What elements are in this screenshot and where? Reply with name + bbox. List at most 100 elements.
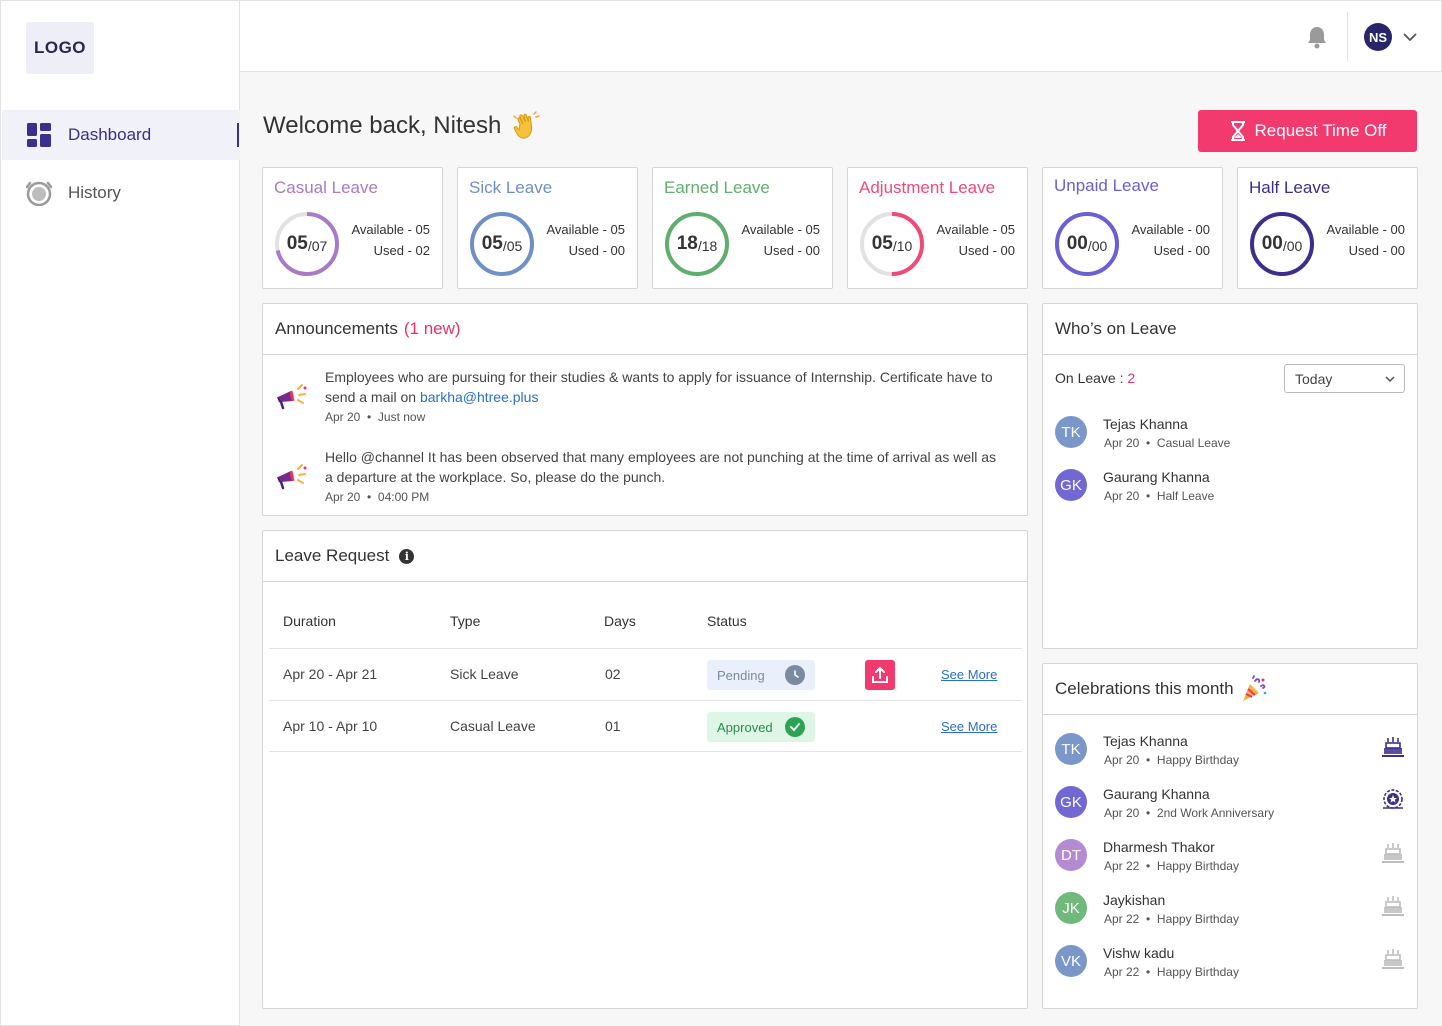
check-circle-icon	[785, 717, 805, 737]
person-meta: Apr 20 • Casual Leave	[1104, 436, 1231, 450]
duration-cell: Apr 10 - Apr 10	[283, 718, 378, 734]
cake-icon	[1381, 735, 1405, 759]
status-badge: Pending	[707, 660, 815, 690]
leave-card-title: Adjustment Leave	[859, 178, 996, 197]
column-header-duration: Duration	[283, 613, 336, 629]
leave-card-unpaid-leave[interactable]: Unpaid Leave 00/00 Available - 00 Used - 00	[1042, 167, 1223, 289]
on-leave-person: TK Tejas Khanna Apr 20 • Casual Leave	[1055, 416, 1405, 456]
email-link[interactable]: barkha@htree.plus	[419, 389, 539, 405]
welcome-heading: Welcome back, Nitesh	[263, 110, 543, 142]
dashboard-icon	[26, 122, 52, 148]
sidebar-item-history[interactable]: History	[2, 168, 240, 218]
request-time-off-button[interactable]: Request Time Off	[1198, 110, 1417, 152]
leave-card-earned-leave[interactable]: Earned Leave 18/18 Available - 05 Used - 00	[652, 167, 833, 289]
avatar: TK	[1055, 733, 1087, 765]
leave-card-title: Sick Leave	[469, 178, 553, 197]
announcements-header: Announcements (1 new)	[263, 304, 1027, 355]
leave-card-half-leave[interactable]: Half Leave 00/00 Available - 00 Used - 00	[1237, 167, 1418, 289]
available-count: Available - 00	[1131, 222, 1210, 237]
celebrations-title: Celebrations this month	[1055, 679, 1234, 698]
available-count: Available - 05	[936, 222, 1015, 237]
announcement-text: Employees who are pursuing for their stu…	[325, 369, 993, 405]
table-row: Apr 10 - Apr 10 Casual Leave 01 Approved…	[269, 700, 1022, 752]
cake-icon	[1381, 894, 1405, 918]
avatar: VK	[1055, 945, 1087, 977]
upload-button[interactable]	[865, 660, 895, 690]
announcements-title: Announcements	[275, 319, 398, 338]
see-more-link[interactable]: See More	[941, 719, 998, 734]
leave-ring-value: 05/05	[481, 233, 523, 254]
leave-ring-value: 00/00	[1066, 233, 1108, 254]
table-row: Apr 20 - Apr 21 Sick Leave 02 Pending Se…	[269, 648, 1022, 700]
on-leave-person: GK Gaurang Khanna Apr 20 • Half Leave	[1055, 469, 1405, 509]
leave-card-sick-leave[interactable]: Sick Leave 05/05 Available - 05 Used - 00	[457, 167, 638, 289]
cake-icon	[1381, 841, 1405, 865]
waving-hand-icon	[513, 111, 541, 139]
clock-icon	[785, 665, 805, 685]
leave-ring-value: 18/18	[676, 233, 718, 254]
info-icon[interactable]: i	[399, 548, 415, 564]
request-time-off-label: Request Time Off	[1254, 121, 1387, 140]
leave-progress-ring	[470, 212, 534, 276]
chevron-down-icon[interactable]	[1402, 29, 1418, 45]
type-cell: Casual Leave	[450, 718, 536, 734]
leave-progress-ring	[275, 212, 339, 276]
available-count: Available - 05	[741, 222, 820, 237]
leave-request-title: Leave Request	[275, 546, 390, 565]
header-divider	[1347, 12, 1348, 62]
announcement-item: Hello @channel It has been observed that…	[275, 447, 996, 507]
chevron-down-icon	[1385, 376, 1395, 383]
see-more-link[interactable]: See More	[941, 667, 998, 682]
leave-card-title: Unpaid Leave	[1054, 176, 1159, 195]
celebration-item: JK Jaykishan Apr 22 • Happy Birthday	[1055, 892, 1405, 932]
person-meta: Apr 22 • Happy Birthday	[1104, 912, 1239, 926]
hourglass-icon	[1230, 121, 1245, 141]
bell-icon[interactable]	[1306, 25, 1328, 49]
person-meta: Apr 22 • Happy Birthday	[1104, 859, 1239, 873]
person-name: Tejas Khanna	[1103, 733, 1188, 749]
leave-card-adjustment-leave[interactable]: Adjustment Leave 05/10 Available - 05 Used …	[847, 167, 1028, 289]
leave-card-title: Casual Leave	[274, 178, 378, 197]
whos-on-leave-panel: Who’s on Leave On Leave : 2 Today TK Teja…	[1042, 303, 1418, 649]
used-count: Used - 00	[763, 243, 820, 258]
new-count-badge: (1 new)	[403, 319, 461, 338]
used-count: Used - 02	[373, 243, 430, 258]
leave-progress-ring	[1250, 212, 1314, 276]
avatar: DT	[1055, 839, 1087, 871]
avatar: GK	[1055, 786, 1087, 818]
person-meta: Apr 22 • Happy Birthday	[1104, 965, 1239, 979]
leave-ring-value: 00/00	[1261, 233, 1303, 254]
avatar: TK	[1055, 416, 1087, 448]
days-cell: 01	[605, 718, 621, 734]
used-count: Used - 00	[568, 243, 625, 258]
leave-progress-ring	[1055, 212, 1119, 276]
sidebar: LOGO Dashboard History	[0, 0, 240, 1026]
person-meta: Apr 20 • Happy Birthday	[1104, 753, 1239, 767]
announcements-panel: Announcements (1 new) Employees who are …	[262, 303, 1028, 516]
leave-card-casual-leave[interactable]: Casual Leave 05/07 Available - 05 Used - 02	[262, 167, 443, 289]
available-count: Available - 05	[351, 222, 430, 237]
leave-progress-ring	[860, 212, 924, 276]
sidebar-item-label: Dashboard	[68, 125, 152, 144]
sidebar-item-dashboard[interactable]: Dashboard	[2, 110, 240, 160]
celebrations-panel: Celebrations this month TK Tejas Khanna Ap…	[1042, 663, 1418, 1009]
whos-on-leave-title: Who’s on Leave	[1055, 319, 1177, 338]
person-name: Jaykishan	[1103, 892, 1166, 908]
welcome-text: Welcome back, Nitesh	[263, 112, 502, 139]
used-count: Used - 00	[1153, 243, 1210, 258]
celebration-item: DT Dharmesh Thakor Apr 22 • Happy Birthday	[1055, 839, 1405, 879]
logo: LOGO	[26, 22, 94, 74]
celebration-item: VK Vishw kadu Apr 22 • Happy Birthday	[1055, 945, 1405, 985]
column-header-days: Days	[604, 613, 636, 629]
used-count: Used - 00	[958, 243, 1015, 258]
person-name: Tejas Khanna	[1103, 416, 1188, 432]
used-count: Used - 00	[1348, 243, 1405, 258]
user-avatar[interactable]: NS	[1364, 23, 1392, 51]
announcement-meta: Apr 20 • 04:00 PM	[325, 490, 430, 504]
duration-cell: Apr 20 - Apr 21	[283, 666, 378, 682]
leave-request-panel: Leave Request i Duration Type Days Statu…	[262, 530, 1028, 1009]
date-filter-select[interactable]: Today	[1284, 364, 1405, 393]
person-name: Gaurang Khanna	[1103, 786, 1210, 802]
celebrations-header: Celebrations this month	[1043, 664, 1417, 715]
days-cell: 02	[605, 666, 621, 682]
